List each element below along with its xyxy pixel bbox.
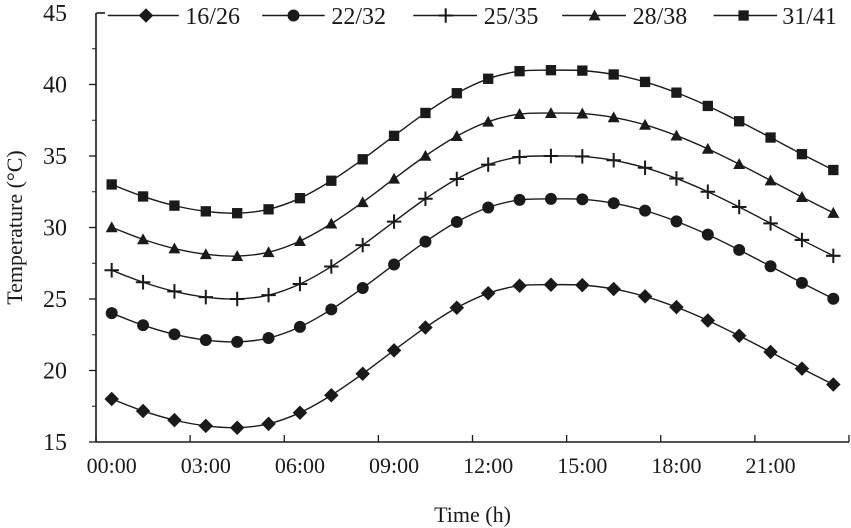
svg-text:30: 30	[43, 216, 67, 242]
svg-text:45: 45	[43, 1, 67, 27]
svg-text:40: 40	[43, 73, 67, 99]
svg-text:35: 35	[43, 144, 67, 170]
svg-text:28/38: 28/38	[633, 4, 688, 30]
svg-text:12:00: 12:00	[463, 453, 513, 478]
svg-text:09:00: 09:00	[369, 453, 419, 478]
svg-text:Time (h): Time (h)	[434, 502, 511, 527]
svg-text:15: 15	[43, 430, 67, 456]
svg-text:25: 25	[43, 287, 67, 313]
svg-text:18:00: 18:00	[651, 453, 701, 478]
svg-text:00:00: 00:00	[87, 453, 137, 478]
svg-text:Temperature (°C): Temperature (°C)	[2, 150, 27, 304]
svg-text:15:00: 15:00	[557, 453, 607, 478]
svg-text:16/26: 16/26	[185, 4, 240, 30]
svg-text:22/32: 22/32	[331, 4, 386, 30]
svg-text:21:00: 21:00	[745, 453, 795, 478]
svg-text:20: 20	[43, 359, 67, 385]
svg-text:25/35: 25/35	[484, 4, 539, 30]
svg-text:03:00: 03:00	[181, 453, 231, 478]
svg-text:31/41: 31/41	[782, 4, 837, 30]
svg-text:06:00: 06:00	[275, 453, 325, 478]
